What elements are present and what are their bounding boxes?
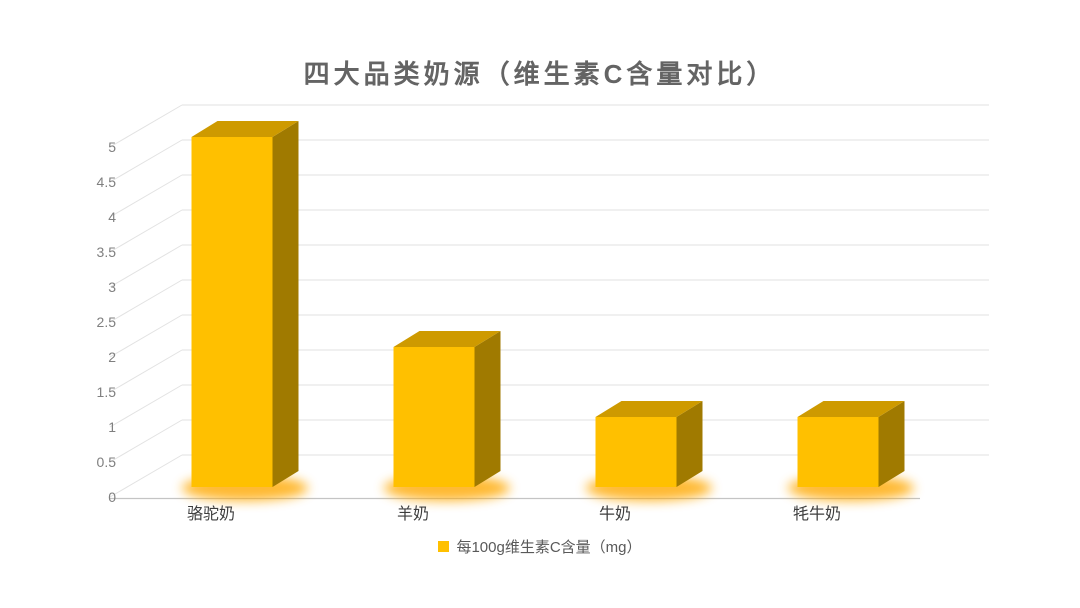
- gridline-diagonal: [109, 349, 183, 393]
- bar-牦牛奶: [787, 401, 915, 501]
- legend-marker-icon: [438, 541, 450, 552]
- gridline-diagonal: [109, 419, 183, 463]
- y-tick-label: 4: [108, 209, 116, 225]
- gridline-diagonal: [109, 384, 183, 428]
- gridline-diagonal: [109, 174, 183, 218]
- legend-label: 每100g维生素C含量（mg）: [456, 539, 642, 556]
- y-tick-label: 4.5: [96, 174, 116, 190]
- y-tick-label: 2.5: [96, 314, 116, 330]
- y-tick-label: 0: [108, 489, 116, 505]
- gridline-diagonal: [109, 314, 183, 358]
- bar-side-face: [474, 331, 501, 487]
- y-tick-label: 1.5: [96, 384, 116, 400]
- bar-side-face: [878, 401, 905, 487]
- bar-series: [181, 121, 915, 501]
- bar-top-face: [393, 331, 501, 347]
- gridline-diagonal: [109, 209, 183, 253]
- bar-top-face: [191, 121, 299, 137]
- bar-牛奶: [585, 401, 713, 501]
- y-tick-label: 5: [108, 139, 116, 155]
- gridline-diagonal: [109, 139, 183, 183]
- bar-front-face: [797, 417, 879, 487]
- gridline-diagonal: [109, 244, 183, 288]
- legend: 每100g维生素C含量（mg）: [0, 536, 1080, 557]
- category-label: 牛奶: [598, 506, 631, 523]
- y-tick-label: 3.5: [96, 244, 116, 260]
- y-tick-label: 3: [108, 279, 116, 295]
- bar-front-face: [595, 417, 677, 487]
- gridline-diagonal: [109, 279, 183, 323]
- category-label: 牦牛奶: [792, 506, 841, 523]
- y-tick-label: 0.5: [96, 454, 116, 470]
- bar-side-face: [676, 401, 703, 487]
- bar-side-face: [272, 121, 299, 487]
- bar-top-face: [595, 401, 703, 417]
- chart-title: 四大品类奶源（维生素C含量对比）: [303, 59, 777, 89]
- gridline-diagonal: [109, 454, 183, 498]
- bar-front-face: [393, 347, 475, 487]
- bar-front-face: [191, 137, 273, 487]
- bar-骆驼奶: [181, 121, 309, 501]
- y-tick-label: 1: [108, 419, 116, 435]
- y-tick-label: 2: [108, 349, 116, 365]
- category-label: 羊奶: [396, 506, 429, 523]
- gridline-diagonal: [109, 104, 183, 148]
- bar-top-face: [797, 401, 905, 417]
- gridlines: [109, 104, 989, 498]
- category-label: 骆驼奶: [186, 506, 235, 523]
- bar-羊奶: [383, 331, 511, 501]
